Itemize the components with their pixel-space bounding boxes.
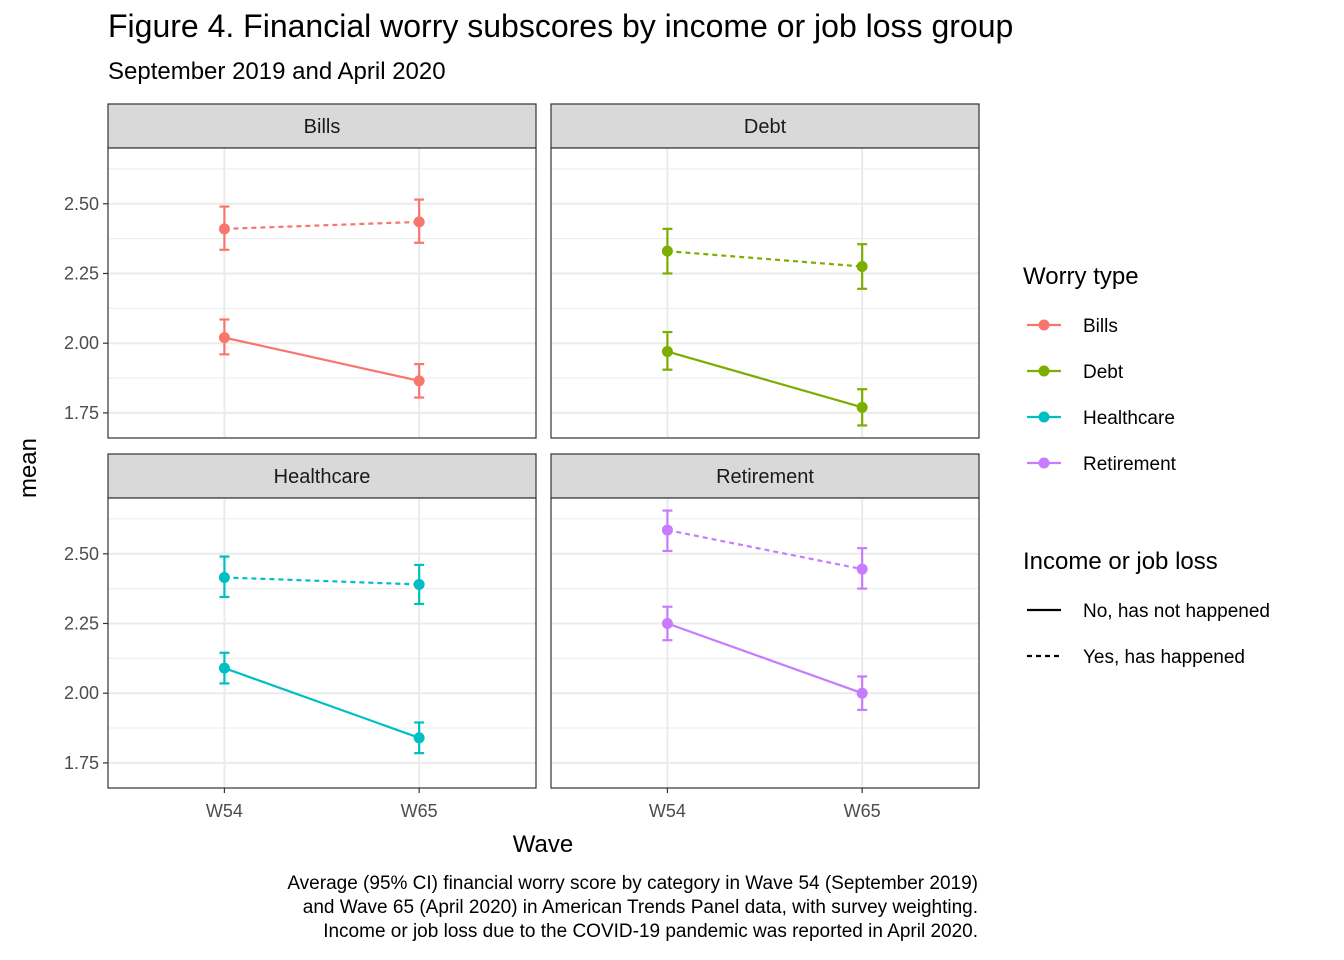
legend-label: Retirement (1083, 454, 1177, 475)
data-point (661, 524, 673, 536)
facet-strip-label: Debt (744, 116, 787, 138)
panel-background (551, 148, 979, 438)
y-tick-label: 2.50 (64, 194, 99, 214)
y-axis-title: mean (15, 438, 42, 498)
series-line (667, 350, 863, 409)
panel-border (107, 147, 537, 439)
y-tick-label: 2.50 (64, 544, 99, 564)
legend-key-point (1038, 365, 1050, 377)
data-point (218, 662, 230, 674)
y-tick-label: 1.75 (64, 403, 99, 423)
facet-strip-label: Healthcare (274, 466, 371, 488)
legend-label: Bills (1083, 316, 1118, 337)
series-line (667, 250, 863, 268)
data-point (413, 216, 425, 228)
series-line (224, 336, 420, 382)
y-tick-label: 2.25 (64, 263, 99, 283)
data-point (856, 401, 868, 413)
caption-line: Income or job loss due to the COVID-19 p… (323, 921, 978, 942)
data-point (218, 332, 230, 344)
panel-background (108, 148, 536, 438)
series-line (224, 220, 420, 230)
y-tick-label: 2.00 (64, 333, 99, 353)
data-point (661, 245, 673, 257)
x-tick-label: W65 (401, 801, 438, 821)
legend-title: Income or job loss (1023, 548, 1218, 575)
panel-border (550, 497, 980, 789)
data-point (413, 375, 425, 387)
legend-label: Healthcare (1083, 408, 1175, 429)
data-point (856, 687, 868, 699)
data-point (661, 617, 673, 629)
panel-border (107, 497, 537, 789)
facet-strip (550, 453, 980, 499)
chart-subtitle: September 2019 and April 2020 (108, 58, 446, 85)
data-point (218, 571, 230, 583)
panel-background (108, 498, 536, 788)
data-point (413, 732, 425, 744)
facet-strip-label: Retirement (716, 466, 814, 488)
chart-title: Figure 4. Financial worry subscores by i… (108, 8, 1014, 44)
series-line (224, 576, 420, 586)
panel-background (551, 498, 979, 788)
y-tick-label: 2.00 (64, 683, 99, 703)
y-tick-label: 1.75 (64, 753, 99, 773)
x-tick-label: W54 (649, 801, 686, 821)
facet-strip-label: Bills (304, 116, 341, 138)
legend-key-point (1038, 319, 1050, 331)
data-point (413, 578, 425, 590)
facet-strip (550, 103, 980, 149)
caption-line: and Wave 65 (April 2020) in American Tre… (302, 897, 978, 918)
x-tick-label: W65 (844, 801, 881, 821)
data-point (218, 223, 230, 235)
facet-strip (107, 453, 537, 499)
caption-line: Average (95% CI) financial worry score b… (287, 873, 978, 894)
legend-label: Yes, has happened (1083, 647, 1245, 668)
y-tick-label: 2.25 (64, 613, 99, 633)
data-point (856, 261, 868, 273)
series-line (667, 528, 863, 571)
legend-title: Worry type (1023, 263, 1139, 290)
x-axis-title: Wave (513, 831, 573, 858)
data-point (661, 346, 673, 358)
series-line (667, 622, 863, 695)
legend-key-point (1038, 411, 1050, 423)
chart-caption: Average (95% CI) financial worry score b… (78, 872, 978, 944)
data-point (856, 563, 868, 575)
legend-key-point (1038, 457, 1050, 469)
legend-label: No, has not happened (1083, 601, 1270, 622)
series-line (224, 667, 420, 739)
panel-border (550, 147, 980, 439)
legend-label: Debt (1083, 362, 1124, 383)
x-tick-label: W54 (206, 801, 243, 821)
